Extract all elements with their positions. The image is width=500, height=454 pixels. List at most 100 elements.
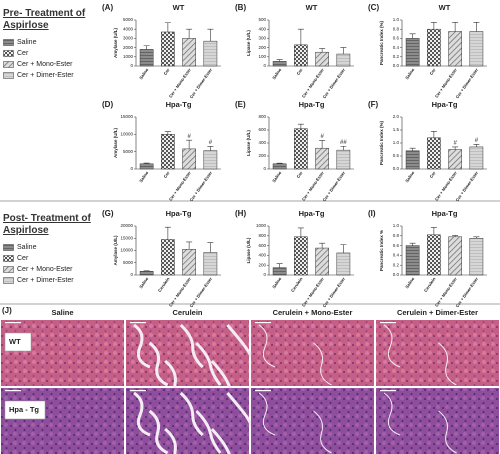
x-tick-label: Cerulein bbox=[423, 276, 437, 293]
bar bbox=[139, 163, 154, 170]
y-tick-label: 100 bbox=[258, 54, 266, 59]
x-tick-label: Saline bbox=[138, 67, 150, 81]
error-bar bbox=[340, 47, 347, 55]
histology-image bbox=[251, 388, 374, 454]
y-axis-label: Amylase (U/L) bbox=[113, 235, 118, 266]
y-tick-label: 1000 bbox=[123, 54, 134, 59]
swatch bbox=[3, 39, 14, 46]
tissue-gap bbox=[383, 392, 401, 436]
row-label: Hpa - Tg bbox=[9, 405, 39, 414]
error-bar bbox=[276, 162, 283, 164]
significance: # bbox=[187, 134, 191, 140]
y-tick-label: 0.6 bbox=[393, 36, 400, 41]
error-bar bbox=[186, 139, 193, 149]
swatch bbox=[3, 61, 14, 68]
tissue-gap bbox=[164, 427, 177, 454]
error-bar bbox=[186, 28, 193, 39]
x-tick-label: Cer + Mono-Ester bbox=[301, 170, 325, 202]
y-tick-label: 0 bbox=[130, 166, 133, 171]
bar bbox=[405, 150, 420, 170]
x-tick-label: Cer + Dimer-Ester bbox=[322, 67, 347, 99]
legend-post: Post- Treatment of Aspirlose Saline Cer Cer… bbox=[3, 213, 95, 287]
bar bbox=[448, 236, 462, 276]
y-tick-label: 1000 bbox=[256, 223, 267, 228]
error-bar bbox=[473, 236, 480, 239]
tissue-gap bbox=[179, 391, 204, 437]
swatch bbox=[3, 277, 14, 284]
bar bbox=[469, 31, 484, 67]
x-tick-label: Cer + Mono-Ester bbox=[301, 276, 325, 308]
x-tick-label: Cer + Dimer-Ester bbox=[455, 170, 480, 202]
chart-title: WT bbox=[173, 3, 185, 12]
x-tick-label: Cer bbox=[163, 67, 171, 76]
x-tick-label: Saline bbox=[138, 276, 150, 290]
bar bbox=[294, 128, 308, 170]
y-tick-label: 5000 bbox=[123, 17, 134, 22]
y-tick-label: 0.8 bbox=[393, 233, 400, 238]
y-tick-label: 1.0 bbox=[393, 17, 400, 22]
x-tick-label: Cer + Dimer-Ester bbox=[189, 276, 214, 308]
legend-item: Cer + Mono-Ester bbox=[3, 60, 95, 69]
error-bar bbox=[164, 22, 171, 32]
error-bar bbox=[430, 131, 437, 138]
significance: # bbox=[320, 134, 324, 140]
y-tick-label: 5000 bbox=[123, 149, 134, 154]
y-tick-label: 10000 bbox=[120, 132, 133, 137]
error-bar bbox=[207, 242, 214, 253]
scale-bar bbox=[130, 322, 146, 324]
x-tick-label: Cer bbox=[296, 170, 304, 179]
histology-image bbox=[376, 388, 499, 454]
panel-label: (C) bbox=[368, 3, 379, 12]
x-tick-label: Cer + Mono-Ester bbox=[434, 67, 458, 99]
y-tick-label: 0 bbox=[263, 166, 266, 171]
bar bbox=[203, 40, 218, 67]
x-tick-label: Saline bbox=[404, 276, 416, 290]
y-tick-label: 0 bbox=[130, 63, 133, 68]
x-tick-label: Cer bbox=[163, 170, 171, 179]
bar bbox=[272, 267, 287, 276]
swatch bbox=[3, 244, 14, 251]
legend-item: Cer bbox=[3, 49, 95, 58]
error-bar bbox=[143, 162, 150, 164]
panel-label: (E) bbox=[235, 100, 246, 109]
bar bbox=[182, 249, 196, 276]
chart-title: WT bbox=[306, 3, 318, 12]
y-axis-label: Amylase (U/L) bbox=[113, 27, 118, 58]
y-tick-label: 2000 bbox=[123, 45, 134, 50]
scale-bar bbox=[255, 390, 271, 392]
legend-swatch bbox=[3, 50, 14, 57]
legend-label: Cer bbox=[17, 255, 29, 262]
error-bar bbox=[452, 146, 459, 150]
y-tick-label: 0.6 bbox=[393, 243, 400, 248]
legend-label: Saline bbox=[17, 39, 37, 46]
y-tick-label: 1.0 bbox=[393, 140, 400, 145]
bar bbox=[272, 163, 287, 170]
bar bbox=[182, 148, 196, 170]
y-tick-label: 0 bbox=[263, 63, 266, 68]
bar bbox=[294, 44, 308, 67]
bar bbox=[315, 147, 329, 170]
y-tick-label: 0.2 bbox=[393, 54, 400, 59]
y-tick-label: 400 bbox=[258, 140, 266, 145]
legend-label: Saline bbox=[17, 244, 37, 251]
tissue-gap bbox=[133, 391, 151, 437]
x-tick-label: Saline bbox=[404, 170, 416, 184]
y-tick-label: 20000 bbox=[120, 223, 133, 228]
y-tick-label: 200 bbox=[258, 153, 266, 158]
y-tick-label: 10000 bbox=[120, 248, 133, 253]
legend-swatch bbox=[3, 39, 14, 46]
y-tick-label: 0.0 bbox=[393, 166, 400, 171]
bar bbox=[448, 149, 462, 170]
tissue-gap bbox=[313, 342, 332, 386]
error-bar bbox=[164, 131, 171, 135]
x-tick-label: Cer + Mono-Ester bbox=[168, 276, 192, 308]
error-bar bbox=[319, 48, 326, 53]
chart-title: Hpa-Tg bbox=[432, 209, 458, 218]
bar bbox=[161, 239, 175, 276]
scale-bar bbox=[130, 390, 146, 392]
tissue-gap bbox=[258, 324, 276, 368]
bar bbox=[139, 49, 154, 67]
y-axis-label: Pancreatic Index (%) bbox=[379, 120, 384, 165]
error-bar bbox=[207, 28, 214, 42]
